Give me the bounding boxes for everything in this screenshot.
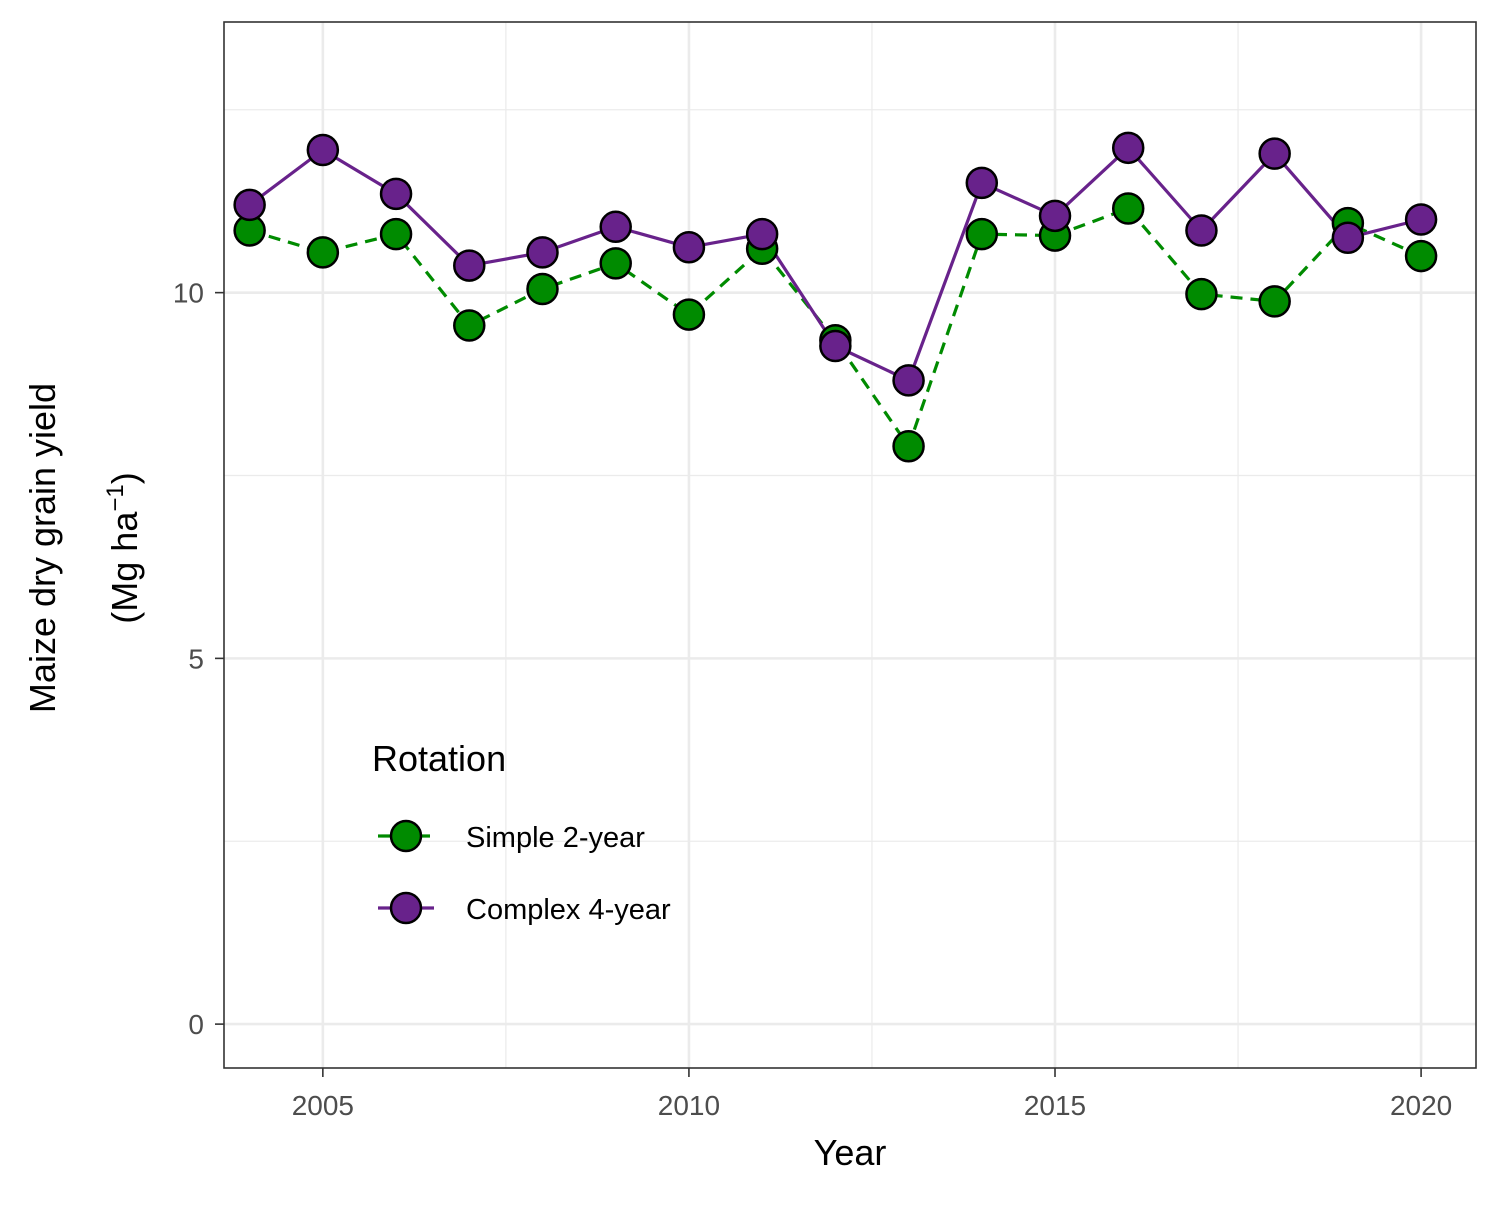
data-point-complex-4-year [306, 133, 340, 167]
y-tick-label: 5 [188, 643, 204, 674]
data-point-simple-2-year [599, 247, 632, 280]
y-tick-label: 10 [173, 278, 204, 309]
legend: Rotation Simple 2-year Complex 4-year [372, 738, 671, 926]
y-axis-unit: (Mg ha [104, 511, 145, 624]
data-point-simple-2-year [1185, 277, 1218, 311]
data-point-simple-2-year [453, 309, 486, 342]
data-point-complex-4-year [599, 210, 632, 244]
y-axis-unit-close: ) [104, 472, 145, 484]
data-point-simple-2-year [892, 430, 925, 463]
data-point-complex-4-year [1331, 221, 1365, 255]
data-point-complex-4-year [819, 329, 852, 363]
data-point-simple-2-year [306, 236, 340, 269]
x-tick-label: 2015 [1024, 1090, 1086, 1121]
legend-key-point-simple [389, 819, 423, 853]
data-point-complex-4-year [1111, 131, 1145, 165]
data-point-simple-2-year [379, 217, 413, 251]
data-point-simple-2-year [965, 217, 999, 251]
y-axis: 0 5 10 [173, 278, 224, 1040]
series-line-simple-2-year [249, 206, 1422, 448]
legend-label-complex: Complex 4-year [466, 894, 671, 926]
y-axis-unit-exponent: −1 [102, 484, 129, 511]
x-tick-label: 2020 [1390, 1090, 1452, 1121]
legend-item-simple-2-year: Simple 2-year [378, 819, 645, 854]
data-point-simple-2-year [526, 272, 559, 306]
x-tick-label: 2005 [292, 1090, 354, 1121]
y-tick-label: 0 [188, 1009, 204, 1040]
data-point-complex-4-year [1185, 214, 1218, 247]
x-axis-title: Year [814, 1132, 887, 1173]
data-point-complex-4-year [965, 166, 999, 200]
data-point-complex-4-year [1258, 137, 1291, 170]
data-point-complex-4-year [233, 188, 266, 222]
legend-item-complex-4-year: Complex 4-year [378, 891, 671, 926]
y-axis-title-line2: (Mg ha−1) [102, 472, 145, 623]
grid-lines [224, 22, 1476, 1068]
series-points [233, 131, 1438, 463]
legend-key-point-complex [389, 891, 423, 925]
panel-border [223, 21, 1477, 1069]
data-point-complex-4-year [745, 217, 779, 251]
data-point-complex-4-year [672, 231, 706, 264]
data-point-simple-2-year [1258, 285, 1291, 318]
data-point-complex-4-year [379, 177, 413, 211]
y-axis-title-line1: Maize dry grain yield [22, 383, 63, 713]
data-point-simple-2-year [1404, 239, 1438, 273]
x-tick-label: 2010 [658, 1090, 720, 1121]
legend-title: Rotation [372, 738, 506, 779]
legend-label-simple: Simple 2-year [466, 822, 645, 854]
data-point-complex-4-year [453, 249, 486, 282]
data-point-complex-4-year [526, 236, 559, 269]
data-point-complex-4-year [1404, 203, 1438, 236]
x-axis: 2005 2010 2015 2020 [292, 1068, 1452, 1121]
data-point-simple-2-year [1111, 192, 1145, 225]
data-point-complex-4-year [892, 364, 925, 397]
data-point-simple-2-year [672, 298, 706, 331]
data-point-complex-4-year [1038, 199, 1072, 233]
